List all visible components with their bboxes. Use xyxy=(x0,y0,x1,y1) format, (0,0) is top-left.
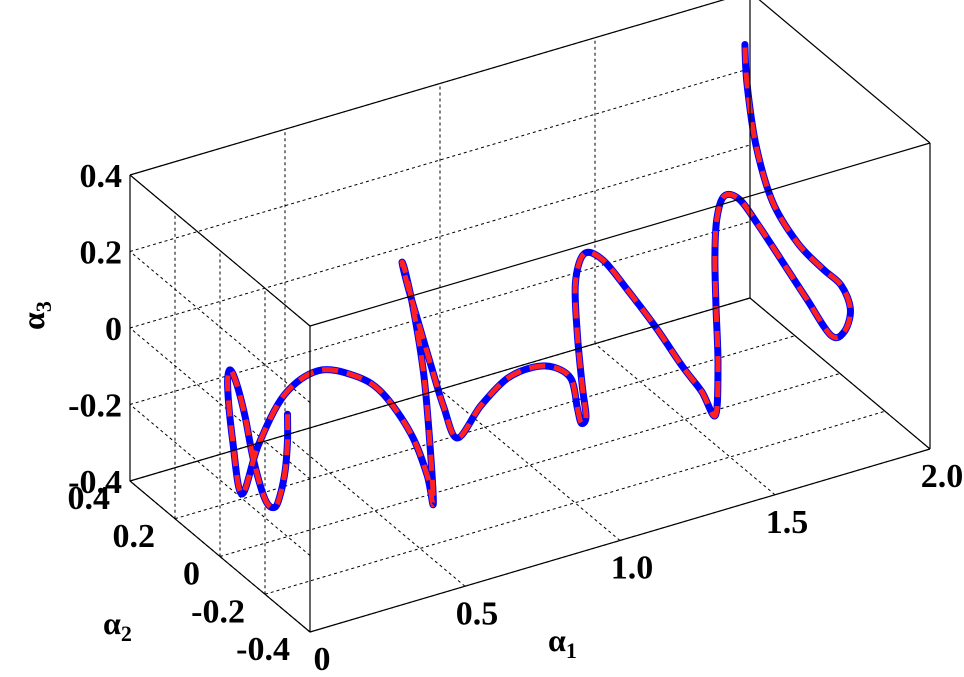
box-edge xyxy=(129,174,311,327)
y-tick-label: -0.4 xyxy=(236,631,290,668)
floor-grid-line xyxy=(439,389,621,541)
box-edge xyxy=(309,142,931,327)
box-edge xyxy=(749,297,931,450)
box-edge xyxy=(758,0,931,144)
floor-grid-line xyxy=(264,410,886,595)
chart-grid xyxy=(129,0,931,633)
y-tick-label: 0.2 xyxy=(113,518,156,555)
chart-frame xyxy=(129,0,931,633)
series-line-1 xyxy=(224,41,854,512)
z-axis-label-main: α xyxy=(15,312,51,330)
chart-curves xyxy=(224,41,854,512)
y-axis-label-sub: 2 xyxy=(121,621,132,646)
box-edge xyxy=(129,297,751,482)
box-edge xyxy=(129,0,726,176)
x-axis-label: α1 xyxy=(548,622,577,663)
y-tick-label: -0.2 xyxy=(191,593,245,630)
z-axis-label-sub: 3 xyxy=(31,301,56,312)
x-tick-label: 1.5 xyxy=(766,504,809,541)
y-tick-label: 0 xyxy=(183,556,200,593)
box-edge xyxy=(129,480,311,633)
z-tick-label: 0.4 xyxy=(80,158,123,195)
box-edge xyxy=(309,448,931,633)
y-axis-label-main: α xyxy=(103,605,121,641)
x-axis-label-sub: 1 xyxy=(566,638,577,663)
x-axis-label-main: α xyxy=(548,622,566,658)
y-tick-label: 0.4 xyxy=(68,480,111,517)
x-tick-label: 0.5 xyxy=(456,595,499,632)
x-tick-label: 2.0 xyxy=(921,458,964,495)
x-tick-label: 0 xyxy=(314,641,331,677)
x-tick-label: 1.0 xyxy=(611,550,654,587)
floor-grid-line xyxy=(284,434,466,587)
z-tick-label: 0 xyxy=(105,311,122,348)
y-axis-label: α2 xyxy=(103,605,132,646)
z-axis-label: α3 xyxy=(15,301,56,330)
z-tick-label: 0.2 xyxy=(80,235,123,272)
chart-ticks: 00.51.01.52.0-0.4-0.200.20.4-0.4-0.200.2… xyxy=(68,158,964,677)
floor-grid-line xyxy=(219,373,841,557)
z-tick-label: -0.2 xyxy=(68,388,122,425)
series-line-2 xyxy=(225,44,853,511)
z-tick-label: -0.4 xyxy=(68,464,122,501)
